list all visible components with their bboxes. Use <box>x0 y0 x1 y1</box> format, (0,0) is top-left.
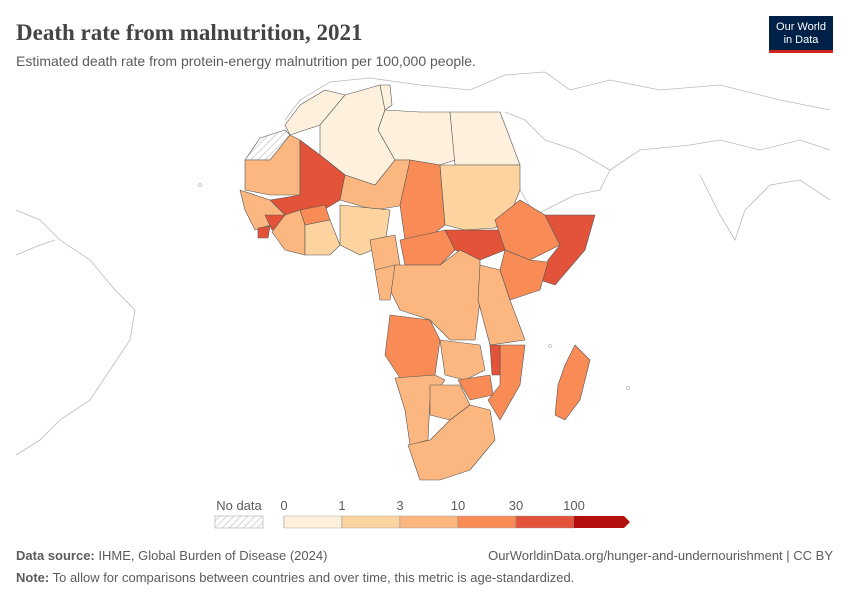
world-outline <box>15 71 831 456</box>
map <box>15 71 831 481</box>
source: Data source: IHME, Global Burden of Dise… <box>16 548 327 563</box>
no-data-swatch <box>214 515 264 529</box>
url: OurWorldinData.org/hunger-and-undernouri… <box>488 548 833 563</box>
legend-label: 10 <box>451 498 465 513</box>
logo: Our World in Data <box>769 16 833 53</box>
note-label: Note: <box>16 570 49 585</box>
source-text: IHME, Global Burden of Disease (2024) <box>98 548 327 563</box>
no-data-label: No data <box>216 498 262 513</box>
legend-swatch <box>574 516 630 528</box>
legend-swatch <box>457 515 517 529</box>
note-text: To allow for comparisons between countri… <box>53 570 575 585</box>
note: Note: To allow for comparisons between c… <box>16 570 574 585</box>
logo-text: Our World <box>776 21 826 33</box>
countries <box>239 84 596 481</box>
legend-label: 1 <box>338 498 345 513</box>
logo-text: in Data <box>784 34 820 46</box>
source-label: Data source: <box>16 548 95 563</box>
legend-label: 0 <box>280 498 287 513</box>
legend-swatch <box>515 515 575 529</box>
legend-swatch <box>341 515 401 529</box>
legend-label: 3 <box>396 498 403 513</box>
legend-label: 100 <box>563 498 585 513</box>
subtitle: Estimated death rate from protein-energy… <box>16 53 476 69</box>
legend-swatch <box>283 515 343 529</box>
legend-swatch <box>399 515 459 529</box>
legend-label: 30 <box>509 498 523 513</box>
legend: No data 0 1 3 10 30 100 <box>214 498 630 529</box>
title: Death rate from malnutrition, 2021 <box>16 20 362 45</box>
